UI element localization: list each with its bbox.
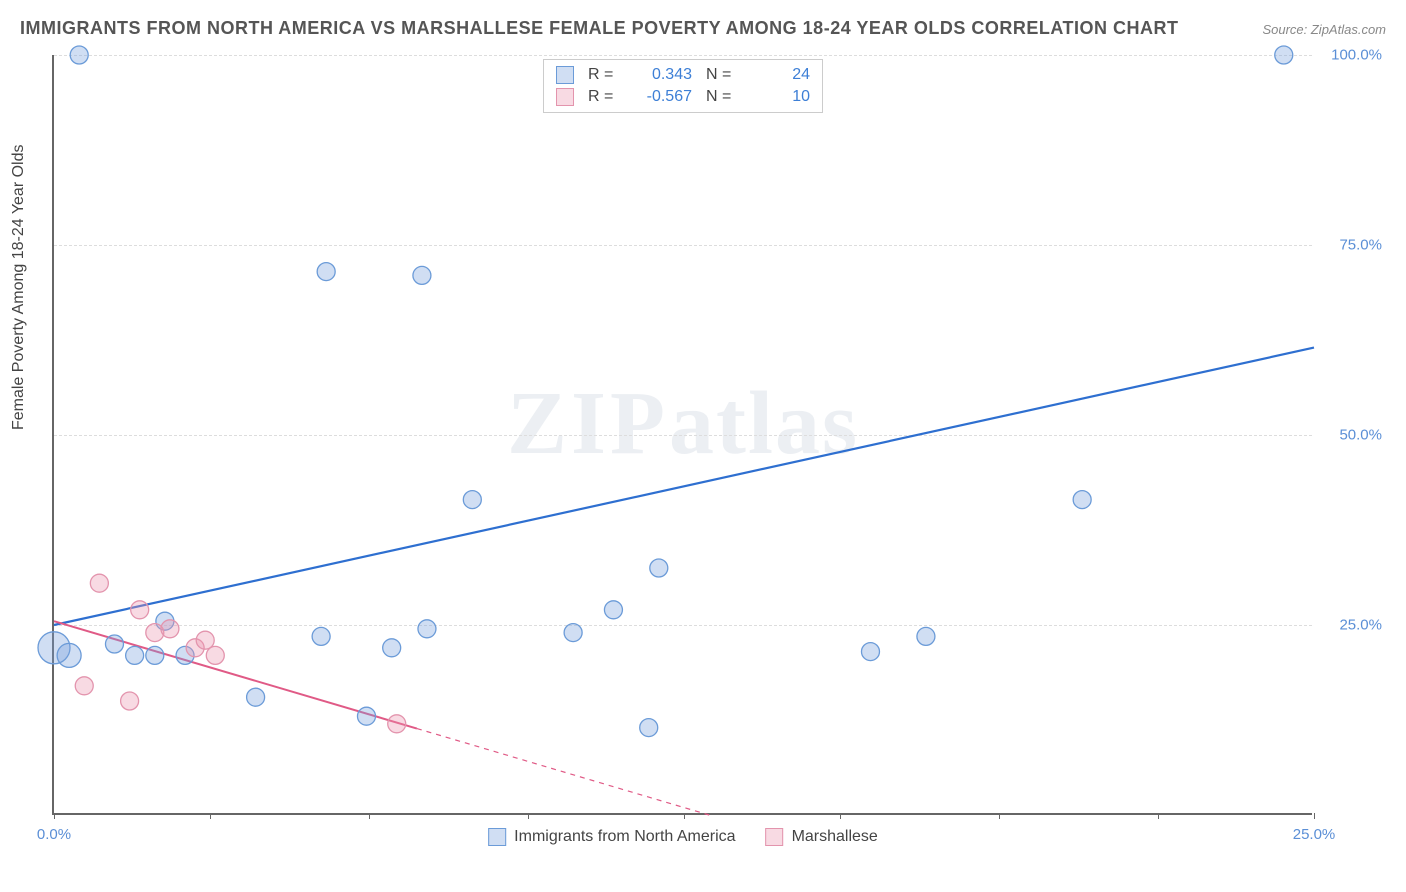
- source-label: Source: ZipAtlas.com: [1262, 22, 1386, 37]
- ytick-label: 50.0%: [1322, 427, 1382, 444]
- legend-row-immigrants: R = 0.343 N = 24: [556, 64, 810, 86]
- legend-r-value: -0.567: [632, 88, 692, 106]
- immigrants-trendline: [54, 348, 1314, 625]
- immigrants-point: [105, 635, 123, 653]
- ytick-label: 25.0%: [1322, 617, 1382, 634]
- legend-n-label: N =: [706, 88, 736, 106]
- series-legend-item-marshallese: Marshallese: [766, 828, 878, 846]
- immigrants-point: [383, 639, 401, 657]
- immigrants-point: [126, 646, 144, 664]
- legend-swatch: [766, 828, 784, 846]
- xtick-label: 0.0%: [37, 826, 71, 843]
- legend-row-marshallese: R = -0.567 N = 10: [556, 86, 810, 108]
- series-legend-label: Immigrants from North America: [514, 828, 735, 846]
- immigrants-point: [564, 624, 582, 642]
- correlation-legend: R = 0.343 N = 24 R = -0.567 N = 10: [543, 59, 823, 113]
- xtick-mark: [684, 813, 685, 819]
- immigrants-point: [413, 266, 431, 284]
- legend-r-value: 0.343: [632, 66, 692, 84]
- marshallese-trendline-extrapolated: [417, 729, 709, 815]
- immigrants-point: [604, 601, 622, 619]
- marshallese-point: [206, 646, 224, 664]
- immigrants-point: [247, 688, 265, 706]
- immigrants-point: [650, 559, 668, 577]
- xtick-mark: [1158, 813, 1159, 819]
- marshallese-point: [131, 601, 149, 619]
- immigrants-point: [1275, 46, 1293, 64]
- legend-r-label: R =: [588, 66, 618, 84]
- xtick-mark: [369, 813, 370, 819]
- marshallese-point: [90, 574, 108, 592]
- chart-title: IMMIGRANTS FROM NORTH AMERICA VS MARSHAL…: [20, 18, 1179, 39]
- xtick-label: 25.0%: [1293, 826, 1336, 843]
- scatter-plot: [54, 55, 1312, 813]
- immigrants-point: [861, 643, 879, 661]
- immigrants-point: [640, 719, 658, 737]
- xtick-mark: [528, 813, 529, 819]
- marshallese-point: [196, 631, 214, 649]
- immigrants-point: [146, 646, 164, 664]
- immigrants-point: [317, 263, 335, 281]
- ytick-label: 100.0%: [1322, 47, 1382, 64]
- series-legend: Immigrants from North America Marshallese: [482, 826, 884, 848]
- marshallese-point: [75, 677, 93, 695]
- legend-n-value: 24: [750, 66, 810, 84]
- series-legend-item-immigrants: Immigrants from North America: [488, 828, 735, 846]
- immigrants-point: [1073, 491, 1091, 509]
- legend-swatch: [556, 88, 574, 106]
- xtick-mark: [54, 813, 55, 819]
- marshallese-point: [388, 715, 406, 733]
- series-legend-label: Marshallese: [792, 828, 878, 846]
- plot-area: ZIPatlas 25.0%50.0%75.0%100.0%0.0%25.0% …: [52, 55, 1312, 815]
- legend-swatch: [488, 828, 506, 846]
- legend-swatch: [556, 66, 574, 84]
- marshallese-point: [161, 620, 179, 638]
- xtick-mark: [840, 813, 841, 819]
- legend-n-label: N =: [706, 66, 736, 84]
- xtick-mark: [210, 813, 211, 819]
- immigrants-point: [357, 707, 375, 725]
- chart-container: IMMIGRANTS FROM NORTH AMERICA VS MARSHAL…: [0, 0, 1406, 892]
- immigrants-point: [418, 620, 436, 638]
- ytick-label: 75.0%: [1322, 237, 1382, 254]
- legend-r-label: R =: [588, 88, 618, 106]
- immigrants-point: [917, 627, 935, 645]
- y-axis-label: Female Poverty Among 18-24 Year Olds: [10, 145, 28, 431]
- xtick-mark: [999, 813, 1000, 819]
- immigrants-point: [463, 491, 481, 509]
- immigrants-point: [312, 627, 330, 645]
- immigrants-point: [70, 46, 88, 64]
- immigrants-point: [57, 643, 81, 667]
- marshallese-point: [121, 692, 139, 710]
- xtick-mark: [1314, 813, 1315, 819]
- legend-n-value: 10: [750, 88, 810, 106]
